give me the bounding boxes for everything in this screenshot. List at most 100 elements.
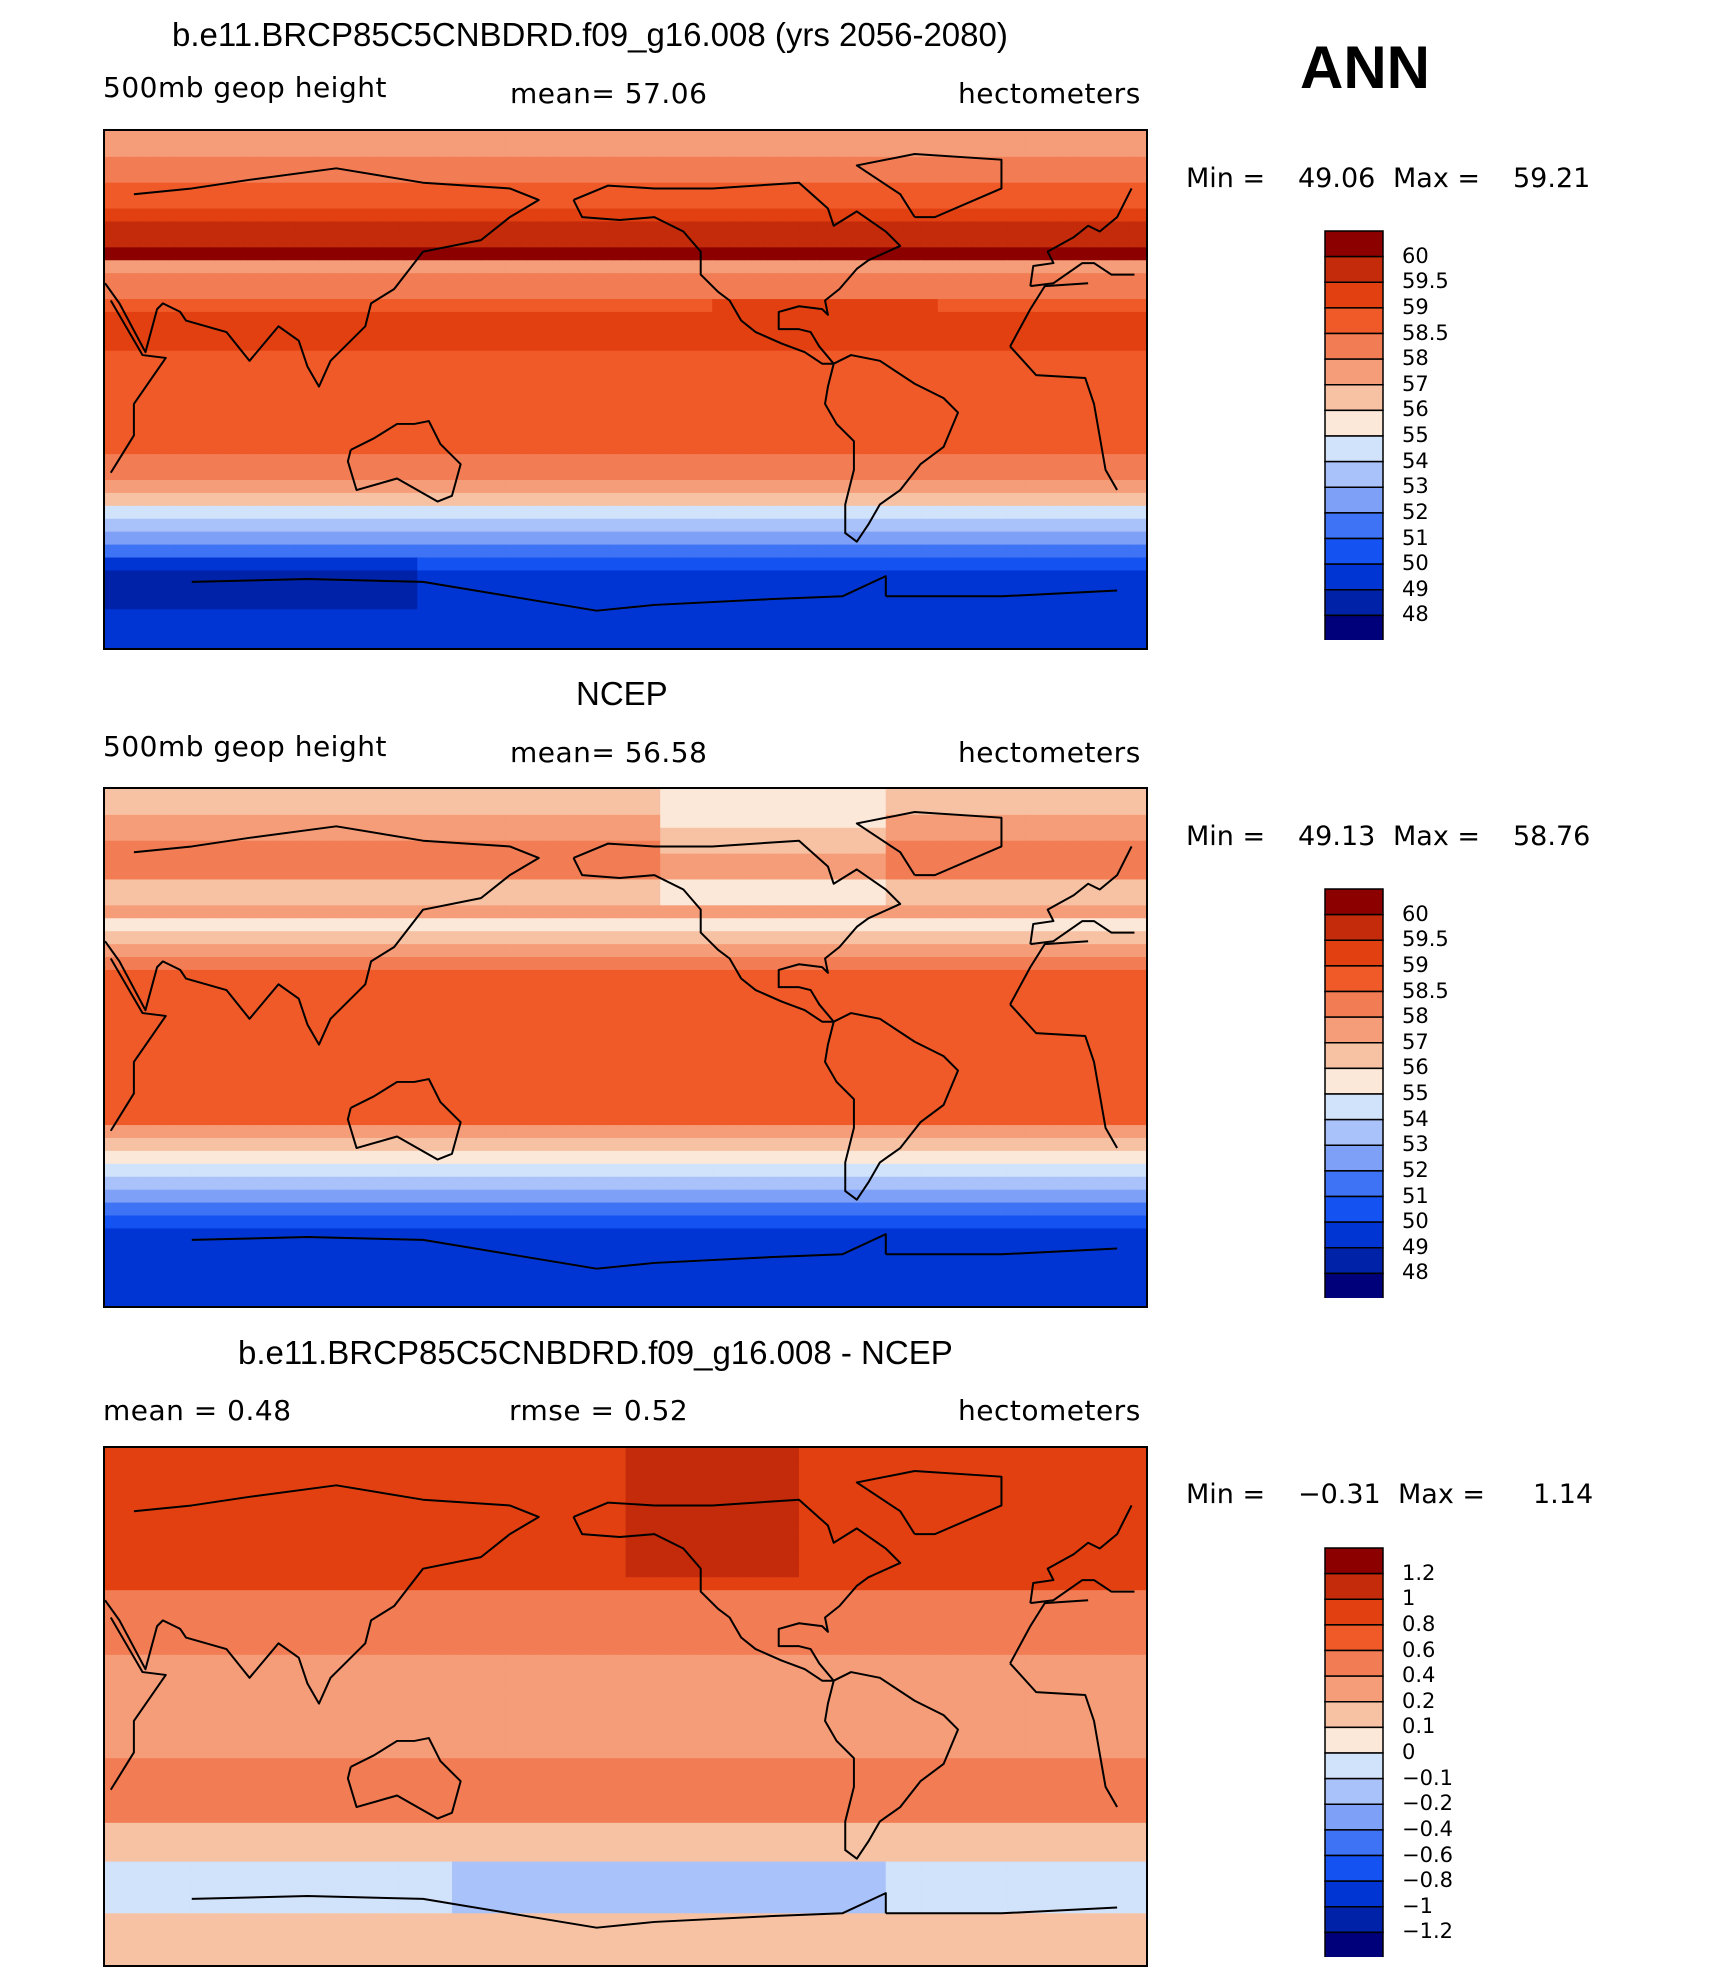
field-cell — [538, 1034, 557, 1049]
field-cell — [347, 1267, 366, 1281]
field-cell — [122, 544, 141, 559]
field-cell — [781, 1202, 800, 1217]
field-cell — [243, 957, 262, 971]
field-cell — [955, 324, 974, 339]
field-cell — [833, 1086, 852, 1100]
field-cell — [799, 853, 817, 868]
field-cell — [469, 156, 488, 171]
field-cell — [1007, 441, 1026, 455]
field-cell — [1041, 609, 1060, 623]
field-cell — [885, 131, 904, 145]
field-cell — [816, 143, 835, 158]
field-cell — [1076, 518, 1095, 533]
field-cell — [764, 879, 783, 893]
field-cell — [937, 518, 956, 533]
field-cell — [642, 840, 661, 855]
field-cell — [469, 195, 488, 210]
field-cell — [608, 557, 627, 572]
colorbar-tick-label: 52 — [1402, 1157, 1429, 1182]
field-cell — [746, 131, 765, 145]
field-cell — [1059, 622, 1078, 636]
field-cell — [191, 195, 210, 210]
field-cell — [174, 1293, 193, 1306]
field-cell — [625, 156, 644, 171]
field-cell — [1111, 1448, 1130, 1462]
field-cell — [972, 1241, 991, 1255]
field-cell — [226, 1448, 245, 1462]
field-cell — [157, 609, 176, 623]
field-cell — [937, 1241, 956, 1255]
field-cell — [1128, 363, 1146, 378]
field-cell — [712, 467, 731, 481]
field-cell — [972, 156, 991, 171]
field-cell — [989, 957, 1008, 971]
field-cell — [330, 234, 349, 248]
field-cell — [573, 622, 592, 636]
field-cell — [504, 247, 522, 261]
field-cell — [1007, 853, 1026, 868]
field-cell — [105, 1448, 123, 1462]
field-cell — [937, 1189, 956, 1204]
field-cell — [347, 337, 366, 352]
field-cell — [521, 299, 540, 313]
field-cell — [313, 1008, 332, 1023]
field-cell — [365, 1267, 384, 1281]
field-cell — [920, 1021, 939, 1036]
field-cell — [538, 260, 557, 274]
field-cell — [486, 467, 505, 481]
field-cell — [642, 363, 661, 378]
field-cell — [660, 866, 679, 881]
field-cell — [243, 1460, 262, 1475]
field-cell — [261, 635, 280, 648]
field-cell — [642, 557, 661, 572]
field-cell — [764, 1280, 783, 1294]
field-cell — [1024, 570, 1043, 584]
field-cell — [538, 1086, 557, 1100]
field-cell — [486, 931, 505, 945]
field-cell — [278, 363, 297, 378]
field-cell — [833, 1267, 852, 1281]
field-cell — [313, 454, 332, 468]
field-cell — [851, 635, 870, 648]
field-cell — [469, 1034, 488, 1049]
field-cell — [157, 1060, 176, 1074]
field-cell — [799, 1021, 817, 1036]
field-cell — [504, 195, 522, 210]
field-cell — [451, 260, 470, 274]
field-cell — [417, 221, 436, 235]
field-cell — [1076, 1293, 1095, 1306]
field-cell — [625, 260, 644, 274]
field-cell — [243, 1280, 262, 1294]
field-cell — [1041, 441, 1060, 455]
field-cell — [625, 1137, 644, 1152]
field-cell — [1128, 1086, 1146, 1100]
field-cell — [556, 853, 575, 868]
field-cell — [556, 1099, 575, 1113]
field-cell — [781, 402, 800, 416]
field-cell — [1007, 944, 1026, 958]
field-cell — [885, 441, 904, 455]
field-cell — [538, 827, 557, 842]
field-cell — [209, 583, 228, 597]
field-cell — [261, 182, 280, 197]
field-cell — [885, 931, 904, 945]
field-cell — [243, 789, 262, 803]
field-cell — [434, 531, 453, 546]
field-cell — [972, 311, 991, 326]
field-cell — [660, 247, 679, 261]
field-cell — [799, 492, 817, 507]
field-cell — [608, 1099, 627, 1113]
field-cell — [937, 1150, 956, 1165]
field-cell — [504, 801, 522, 816]
field-cell — [521, 1047, 540, 1062]
field-cell — [243, 467, 262, 481]
field-cell — [746, 376, 765, 391]
field-cell — [469, 557, 488, 572]
field-cell — [382, 814, 401, 829]
field-cell — [677, 415, 696, 429]
field-cell — [799, 415, 817, 429]
field-cell — [417, 1008, 436, 1023]
field-cell — [469, 635, 488, 648]
field-cell — [1076, 1099, 1095, 1113]
field-cell — [833, 492, 852, 507]
